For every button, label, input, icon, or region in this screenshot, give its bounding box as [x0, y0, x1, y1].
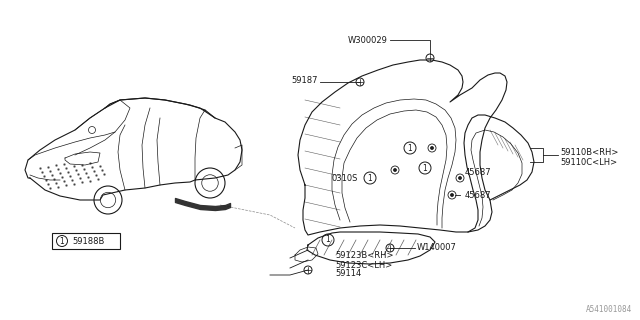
- Text: W140007: W140007: [417, 243, 457, 252]
- Text: 59110B<RH>: 59110B<RH>: [560, 148, 618, 156]
- Circle shape: [459, 177, 461, 179]
- Text: 59110C<LH>: 59110C<LH>: [560, 157, 617, 166]
- Circle shape: [394, 169, 396, 171]
- Text: 1: 1: [326, 236, 330, 244]
- Text: 59123B<RH>: 59123B<RH>: [335, 251, 394, 260]
- Text: 59123C<LH>: 59123C<LH>: [335, 260, 392, 269]
- Text: 1: 1: [408, 143, 412, 153]
- Text: 45687: 45687: [465, 191, 492, 201]
- Text: W300029: W300029: [348, 36, 388, 44]
- Text: 59188B: 59188B: [72, 236, 104, 245]
- Circle shape: [431, 147, 433, 149]
- Text: 45687: 45687: [465, 167, 492, 177]
- Text: 1: 1: [422, 164, 428, 172]
- Text: 1: 1: [60, 236, 65, 245]
- Text: A541001084: A541001084: [586, 305, 632, 314]
- Circle shape: [451, 194, 453, 196]
- Bar: [52, 233, 120, 249]
- Text: 0310S: 0310S: [332, 173, 358, 182]
- Text: 1: 1: [367, 173, 372, 182]
- Text: 59114: 59114: [335, 269, 361, 278]
- Text: 59187: 59187: [291, 76, 318, 84]
